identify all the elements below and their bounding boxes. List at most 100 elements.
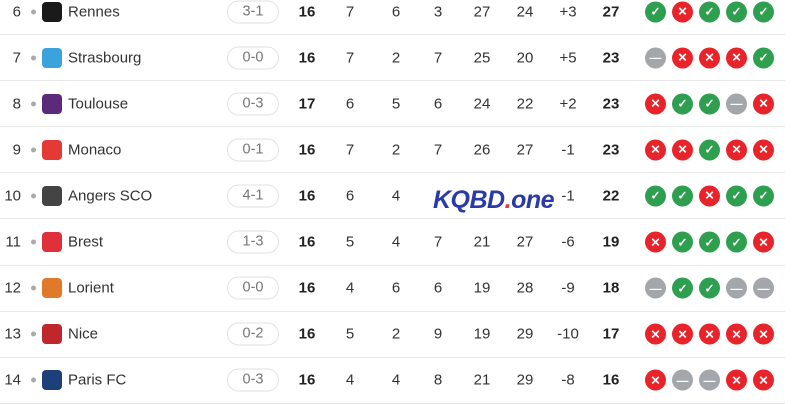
table-row[interactable]: 7 Strasbourg 0-0 16 7 2 7 25 20 +5 23 — ✕ ✕ ✕ ✓ <box>0 35 785 82</box>
form-cross-icon[interactable]: ✕ <box>753 323 774 345</box>
form-minus-icon[interactable]: — <box>645 277 666 299</box>
team-name[interactable]: Strasbourg <box>68 49 142 67</box>
team-name[interactable]: Monaco <box>68 141 122 159</box>
form-check-icon[interactable]: ✓ <box>753 185 774 207</box>
form-check-icon[interactable]: ✓ <box>726 1 747 23</box>
form-minus-icon[interactable]: — <box>726 277 747 299</box>
form-cross-icon[interactable]: ✕ <box>726 47 747 69</box>
last-match-score[interactable]: 0-2 <box>227 322 279 346</box>
form-check-icon[interactable]: ✓ <box>645 1 666 23</box>
stat-w: 5 <box>345 325 355 343</box>
last-match-score[interactable]: 0-3 <box>227 368 279 392</box>
form-check-icon[interactable]: ✓ <box>726 231 747 253</box>
last-match-score[interactable]: 0-3 <box>227 92 279 116</box>
last-match-score[interactable]: 3-1 <box>227 0 279 24</box>
form-check-icon[interactable]: ✓ <box>645 185 666 207</box>
team-name[interactable]: Toulouse <box>68 95 129 113</box>
stat-w: 7 <box>345 49 355 67</box>
stat-p: 17 <box>298 95 316 113</box>
form-guide: ✕ ✕ ✕ ✕ ✕ <box>645 323 774 345</box>
form-cross-icon[interactable]: ✕ <box>672 323 693 345</box>
form-check-icon[interactable]: ✓ <box>699 277 720 299</box>
last-match-score[interactable]: 0-1 <box>227 138 279 162</box>
form-cross-icon[interactable]: ✕ <box>645 323 666 345</box>
form-minus-icon[interactable]: — <box>699 369 720 391</box>
stat-p: 16 <box>298 3 316 21</box>
form-check-icon[interactable]: ✓ <box>672 185 693 207</box>
form-cross-icon[interactable]: ✕ <box>699 185 720 207</box>
rank: 8 <box>12 95 21 113</box>
team-name[interactable]: Paris FC <box>68 371 127 389</box>
form-cross-icon[interactable]: ✕ <box>672 47 693 69</box>
form-cross-icon[interactable]: ✕ <box>645 139 666 161</box>
form-cross-icon[interactable]: ✕ <box>753 139 774 161</box>
form-cross-icon[interactable]: ✕ <box>726 323 747 345</box>
form-minus-icon[interactable]: — <box>753 277 774 299</box>
stat-gd: +2 <box>559 95 577 113</box>
form-minus-icon[interactable]: — <box>645 47 666 69</box>
table-row[interactable]: 10 Angers SCO 4-1 16 6 4 -1 22 ✓ ✓ ✕ ✓ ✓ <box>0 173 785 220</box>
stat-gd: +5 <box>559 49 577 67</box>
watermark-dot: . <box>504 186 512 214</box>
form-minus-icon[interactable]: — <box>672 369 693 391</box>
form-check-icon[interactable]: ✓ <box>699 139 720 161</box>
form-check-icon[interactable]: ✓ <box>753 1 774 23</box>
team-logo-icon <box>42 278 62 299</box>
last-match-score[interactable]: 4-1 <box>227 184 279 208</box>
table-row[interactable]: 14 Paris FC 0-3 16 4 4 8 21 29 -8 16 ✕ — — ✕ ✕ <box>0 358 785 404</box>
last-match-score[interactable]: 1-3 <box>227 230 279 254</box>
form-cross-icon[interactable]: ✕ <box>726 139 747 161</box>
team-logo-icon <box>42 324 62 345</box>
form-cross-icon[interactable]: ✕ <box>753 369 774 391</box>
team-name[interactable]: Nice <box>68 325 99 343</box>
rank: 7 <box>12 49 21 67</box>
table-row[interactable]: 9 Monaco 0-1 16 7 2 7 26 27 -1 23 ✕ ✕ ✓ ✕ ✕ <box>0 127 785 174</box>
form-cross-icon[interactable]: ✕ <box>672 1 693 23</box>
form-cross-icon[interactable]: ✕ <box>699 323 720 345</box>
watermark: KQBD.one <box>433 186 555 215</box>
form-check-icon[interactable]: ✓ <box>672 93 693 115</box>
table-row[interactable]: 11 Brest 1-3 16 5 4 7 21 27 -6 19 ✕ ✓ ✓ ✓ ✕ <box>0 219 785 266</box>
stat-l: 3 <box>433 3 443 21</box>
form-cross-icon[interactable]: ✕ <box>753 231 774 253</box>
table-row[interactable]: 13 Nice 0-2 16 5 2 9 19 29 -10 17 ✕ ✕ ✕ ✕ ✕ <box>0 312 785 358</box>
stat-p: 16 <box>298 141 316 159</box>
last-match-score[interactable]: 0-0 <box>227 46 279 70</box>
form-check-icon[interactable]: ✓ <box>672 231 693 253</box>
form-check-icon[interactable]: ✓ <box>699 93 720 115</box>
form-cross-icon[interactable]: ✕ <box>726 369 747 391</box>
rank: 10 <box>4 187 21 205</box>
form-minus-icon[interactable]: — <box>726 93 747 115</box>
form-cross-icon[interactable]: ✕ <box>645 369 666 391</box>
form-cross-icon[interactable]: ✕ <box>645 231 666 253</box>
team-name[interactable]: Brest <box>68 233 104 251</box>
stat-p: 16 <box>298 233 316 251</box>
table-row[interactable]: 6 Rennes 3-1 16 7 6 3 27 24 +3 27 ✓ ✕ ✓ ✓ ✓ <box>0 0 785 36</box>
form-cross-icon[interactable]: ✕ <box>753 93 774 115</box>
rank: 11 <box>5 233 21 251</box>
last-match-score[interactable]: 0-0 <box>227 276 279 300</box>
table-row[interactable]: 12 Lorient 0-0 16 4 6 6 19 28 -9 18 — ✓ ✓ — — <box>0 266 785 312</box>
form-cross-icon[interactable]: ✕ <box>645 93 666 115</box>
form-cross-icon[interactable]: ✕ <box>672 139 693 161</box>
team-name[interactable]: Lorient <box>68 279 114 297</box>
form-check-icon[interactable]: ✓ <box>699 231 720 253</box>
stat-w: 6 <box>345 187 355 205</box>
stat-w: 4 <box>345 371 355 389</box>
form-cross-icon[interactable]: ✕ <box>699 47 720 69</box>
form-check-icon[interactable]: ✓ <box>726 185 747 207</box>
team-name[interactable]: Rennes <box>68 3 120 21</box>
stat-pts: 18 <box>602 279 620 297</box>
form-check-icon[interactable]: ✓ <box>672 277 693 299</box>
stat-ga: 22 <box>516 95 534 113</box>
status-dot <box>31 239 36 245</box>
team-name[interactable]: Angers SCO <box>68 187 153 205</box>
form-check-icon[interactable]: ✓ <box>753 47 774 69</box>
watermark-tail: one <box>511 186 555 214</box>
table-row[interactable]: 8 Toulouse 0-3 17 6 5 6 24 22 +2 23 ✕ ✓ ✓ — ✕ <box>0 81 785 128</box>
stat-pts: 23 <box>602 49 620 67</box>
stat-w: 5 <box>345 233 355 251</box>
stat-l: 6 <box>433 279 443 297</box>
form-check-icon[interactable]: ✓ <box>699 1 720 23</box>
